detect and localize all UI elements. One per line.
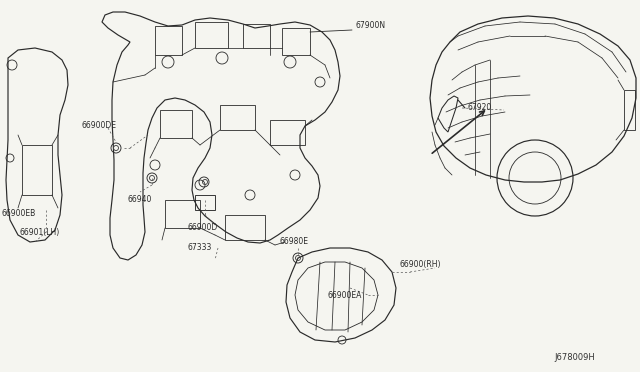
Text: J678009H: J678009H [554, 353, 595, 362]
Text: 67920: 67920 [468, 103, 492, 112]
Text: 67333: 67333 [188, 244, 212, 253]
Text: 66900(RH): 66900(RH) [400, 260, 442, 269]
Text: 66901(LH): 66901(LH) [20, 228, 60, 237]
Text: 66900D: 66900D [188, 224, 218, 232]
Text: 66980E: 66980E [280, 237, 309, 247]
Text: 66900DE: 66900DE [82, 122, 117, 131]
Text: 66940: 66940 [128, 196, 152, 205]
Text: 66900EA: 66900EA [328, 292, 362, 301]
Text: 67900N: 67900N [355, 22, 385, 31]
Text: 66900EB: 66900EB [2, 209, 36, 218]
